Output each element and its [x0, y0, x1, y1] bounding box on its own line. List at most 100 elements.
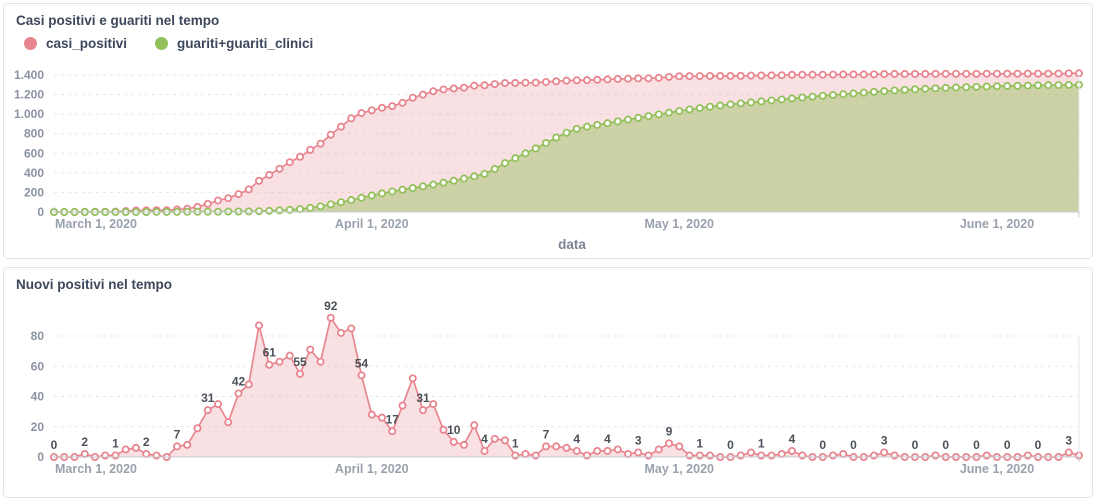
- data-point-marker[interactable]: [500, 436, 509, 445]
- data-point-marker[interactable]: [849, 89, 858, 98]
- data-point-marker[interactable]: [388, 427, 397, 436]
- legend-item-casi-positivi[interactable]: casi_positivi: [24, 36, 127, 51]
- data-point-marker[interactable]: [306, 145, 315, 154]
- data-point-marker[interactable]: [870, 87, 879, 96]
- data-point-marker[interactable]: [777, 95, 786, 104]
- data-point-marker[interactable]: [757, 97, 766, 106]
- data-point-marker[interactable]: [788, 446, 797, 455]
- data-point-marker[interactable]: [941, 69, 950, 78]
- data-point-marker[interactable]: [900, 69, 909, 78]
- data-point-marker[interactable]: [511, 451, 520, 460]
- data-point-marker[interactable]: [480, 81, 489, 90]
- data-point-marker[interactable]: [911, 85, 920, 94]
- data-point-marker[interactable]: [275, 206, 284, 215]
- data-point-marker[interactable]: [747, 98, 756, 107]
- data-point-marker[interactable]: [490, 164, 499, 173]
- data-point-marker[interactable]: [962, 69, 971, 78]
- data-point-marker[interactable]: [552, 77, 561, 86]
- data-point-marker[interactable]: [1023, 451, 1032, 460]
- data-point-marker[interactable]: [224, 194, 233, 203]
- data-point-marker[interactable]: [777, 449, 786, 458]
- data-point-marker[interactable]: [818, 70, 827, 79]
- data-point-marker[interactable]: [1013, 81, 1022, 90]
- data-point-marker[interactable]: [829, 451, 838, 460]
- data-point-marker[interactable]: [665, 72, 674, 81]
- data-point-marker[interactable]: [726, 100, 735, 109]
- data-point-marker[interactable]: [880, 70, 889, 79]
- data-point-marker[interactable]: [367, 410, 376, 419]
- data-point-marker[interactable]: [716, 101, 725, 110]
- data-point-marker[interactable]: [306, 345, 315, 354]
- data-point-marker[interactable]: [295, 152, 304, 161]
- data-point-marker[interactable]: [490, 80, 499, 89]
- data-point-marker[interactable]: [213, 196, 222, 205]
- data-point-marker[interactable]: [336, 328, 345, 337]
- data-point-marker[interactable]: [285, 158, 294, 167]
- data-point-marker[interactable]: [777, 71, 786, 80]
- data-point-marker[interactable]: [542, 77, 551, 86]
- data-point-marker[interactable]: [572, 76, 581, 85]
- data-point-marker[interactable]: [593, 75, 602, 84]
- data-point-marker[interactable]: [224, 418, 233, 427]
- data-point-marker[interactable]: [654, 73, 663, 82]
- data-point-marker[interactable]: [911, 69, 920, 78]
- data-point-marker[interactable]: [265, 360, 274, 369]
- data-point-marker[interactable]: [767, 451, 776, 460]
- data-point-marker[interactable]: [121, 445, 130, 454]
- data-point-marker[interactable]: [449, 84, 458, 93]
- data-point-marker[interactable]: [736, 71, 745, 80]
- data-point-marker[interactable]: [747, 448, 756, 457]
- data-point-marker[interactable]: [398, 401, 407, 410]
- data-point-marker[interactable]: [634, 113, 643, 122]
- data-point-marker[interactable]: [111, 451, 120, 460]
- data-point-marker[interactable]: [357, 193, 366, 202]
- data-point-marker[interactable]: [265, 206, 274, 215]
- data-point-marker[interactable]: [1023, 69, 1032, 78]
- data-point-marker[interactable]: [952, 69, 961, 78]
- data-point-marker[interactable]: [1054, 81, 1063, 90]
- data-point-marker[interactable]: [275, 164, 284, 173]
- data-point-marker[interactable]: [408, 93, 417, 102]
- data-point-marker[interactable]: [203, 199, 212, 208]
- data-point-marker[interactable]: [736, 99, 745, 108]
- data-point-marker[interactable]: [418, 90, 427, 99]
- data-point-marker[interactable]: [377, 413, 386, 422]
- data-point-marker[interactable]: [1044, 81, 1053, 90]
- data-point-marker[interactable]: [972, 69, 981, 78]
- data-point-marker[interactable]: [418, 182, 427, 191]
- data-point-marker[interactable]: [254, 321, 263, 330]
- data-point-marker[interactable]: [1044, 69, 1053, 78]
- data-point-marker[interactable]: [982, 451, 991, 460]
- data-point-marker[interactable]: [952, 83, 961, 92]
- data-point-marker[interactable]: [675, 442, 684, 451]
- data-point-marker[interactable]: [326, 130, 335, 139]
- data-point-marker[interactable]: [275, 357, 284, 366]
- data-point-marker[interactable]: [367, 106, 376, 115]
- data-point-marker[interactable]: [572, 124, 581, 133]
- data-point-marker[interactable]: [634, 448, 643, 457]
- data-point-marker[interactable]: [1064, 69, 1073, 78]
- data-point-marker[interactable]: [644, 112, 653, 121]
- data-point-marker[interactable]: [675, 72, 684, 81]
- data-point-marker[interactable]: [470, 421, 479, 430]
- data-point-marker[interactable]: [572, 446, 581, 455]
- data-point-marker[interactable]: [398, 185, 407, 194]
- data-point-marker[interactable]: [285, 351, 294, 360]
- data-point-marker[interactable]: [603, 75, 612, 84]
- data-point-marker[interactable]: [357, 371, 366, 380]
- data-point-marker[interactable]: [798, 93, 807, 102]
- data-point-marker[interactable]: [603, 446, 612, 455]
- data-point-marker[interactable]: [377, 103, 386, 112]
- data-point-marker[interactable]: [593, 120, 602, 129]
- data-point-marker[interactable]: [388, 102, 397, 111]
- data-point-marker[interactable]: [531, 451, 540, 460]
- data-point-marker[interactable]: [675, 107, 684, 116]
- data-point-marker[interactable]: [880, 87, 889, 96]
- data-point-marker[interactable]: [388, 187, 397, 196]
- data-point-marker[interactable]: [982, 69, 991, 78]
- data-point-marker[interactable]: [408, 374, 417, 383]
- data-point-marker[interactable]: [839, 449, 848, 458]
- data-point-marker[interactable]: [336, 122, 345, 131]
- data-point-marker[interactable]: [747, 71, 756, 80]
